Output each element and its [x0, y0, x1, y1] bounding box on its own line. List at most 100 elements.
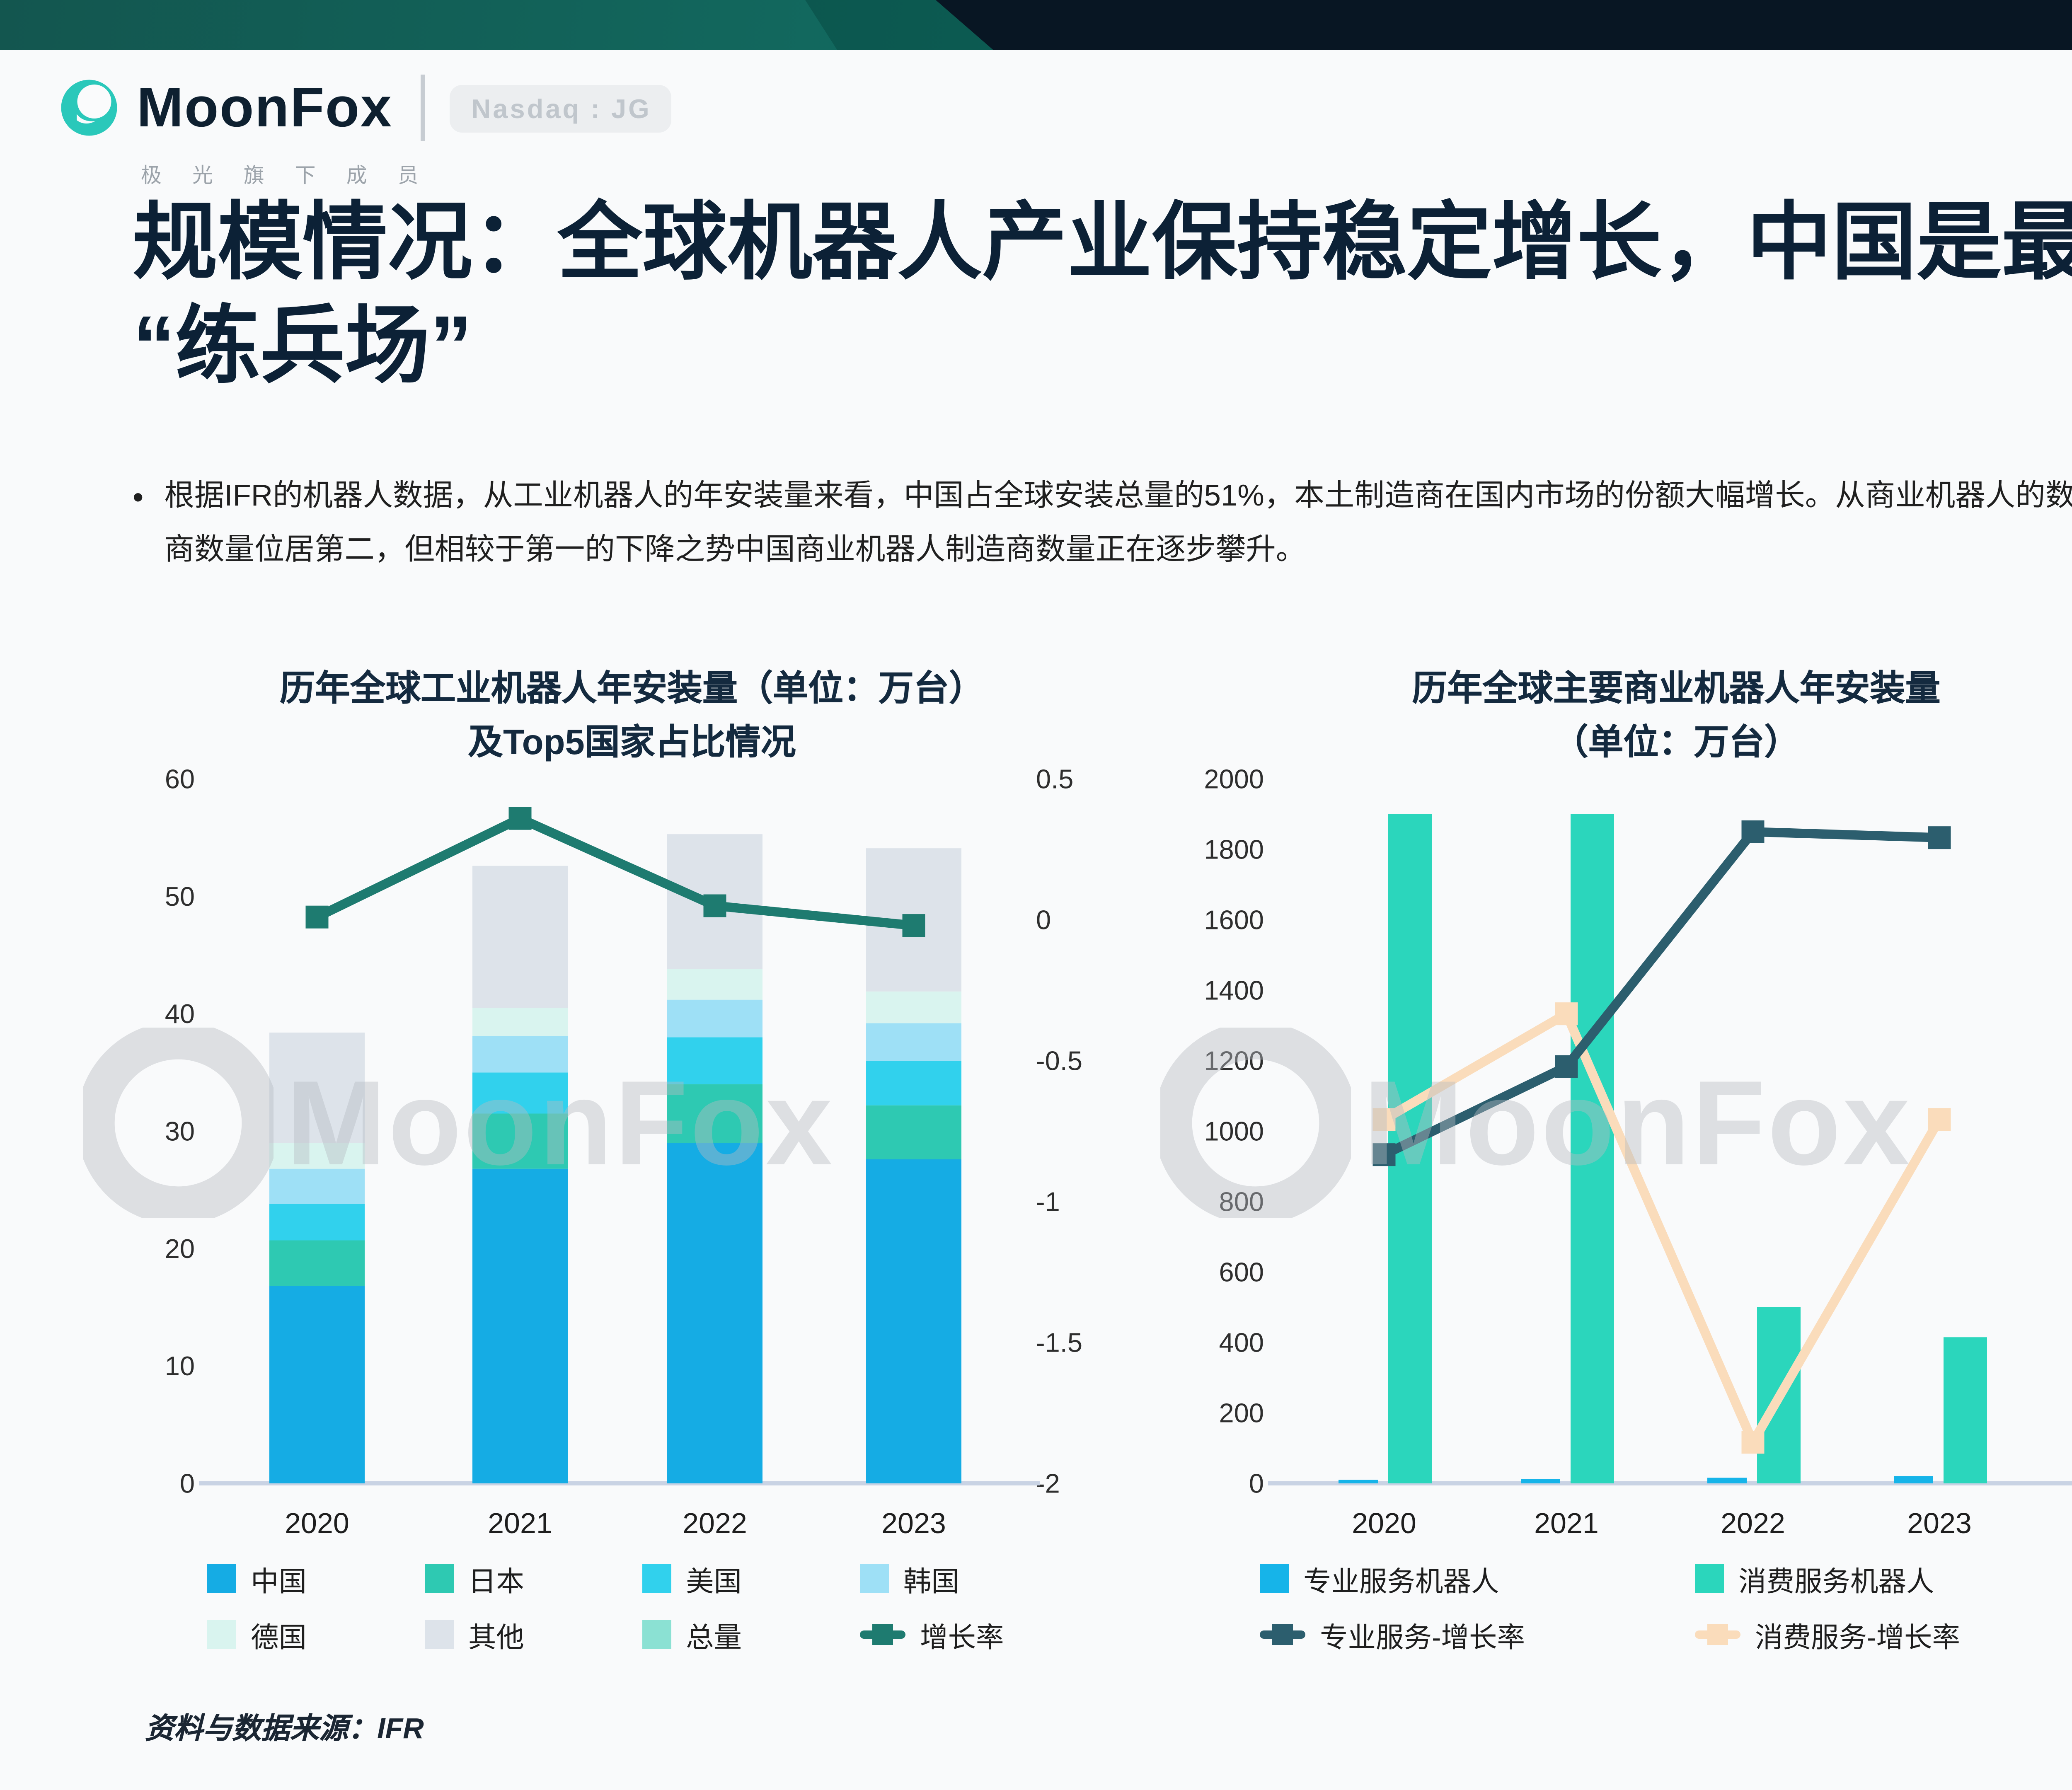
page-title: 规模情况：全球机器人产业保持稳定增长，中国是最大的 “练兵场” — [133, 191, 2072, 399]
bar-segment-韩国 — [269, 1168, 365, 1204]
legend-color-swatch — [642, 1620, 671, 1649]
commercial-install-chart-title: 历年全球主要商业机器人年安装量 （单位：万台） — [1198, 663, 2072, 769]
summary-bullet: • 根据IFR的机器人数据，从工业机器人的年安装量来看，中国占全球安装总量的51… — [133, 472, 2072, 579]
svg-text:20: 20 — [165, 1234, 195, 1264]
bar-专业服务机器人 — [1521, 1479, 1560, 1483]
legend-label: 韩国 — [903, 1566, 959, 1597]
legend-label: 总量 — [686, 1622, 742, 1653]
svg-text:60: 60 — [165, 764, 195, 794]
marker-专业服务-增长率 — [1372, 1143, 1396, 1166]
marker-消费服务-增长率 — [1555, 1002, 1578, 1026]
line-消费服务-增长率 — [1382, 1007, 1944, 1453]
svg-text:2022: 2022 — [683, 1507, 747, 1539]
svg-text:-1.5: -1.5 — [1036, 1328, 1082, 1358]
bar-segment-德国 — [866, 991, 961, 1023]
bar-segment-德国 — [472, 1008, 568, 1036]
svg-text:50: 50 — [165, 881, 195, 912]
legend-item-其他: 其他 — [425, 1614, 642, 1655]
industrial-chart-title: 历年全球工业机器人年安装量（单位：万台） 及Top5国家占比情况 — [137, 663, 1127, 769]
legend-label: 其他 — [468, 1622, 524, 1653]
legend-color-swatch — [860, 1564, 889, 1593]
bar-segment-中国 — [667, 1143, 762, 1483]
legend-label: 消费服务-增长率 — [1755, 1622, 1960, 1653]
legend-item-德国: 德国 — [207, 1614, 425, 1655]
svg-text:-1: -1 — [1036, 1187, 1060, 1217]
legend-line-swatch — [1260, 1621, 1305, 1648]
bar-segment-其他 — [472, 866, 568, 1008]
divider — [421, 75, 426, 141]
svg-text:800: 800 — [1219, 1187, 1264, 1217]
svg-text:40: 40 — [165, 999, 195, 1029]
legend-line-swatch — [1695, 1621, 1740, 1648]
bar-segment-其他 — [269, 1033, 365, 1143]
commercial-install-chart-title-line1: 历年全球主要商业机器人年安装量 — [1412, 669, 1941, 709]
top-accent-bar — [0, 0, 2072, 50]
industrial-chart-title-line2: 及Top5国家占比情况 — [468, 722, 796, 762]
bar-segment-美国 — [667, 1037, 762, 1084]
bar-专业服务机器人 — [1339, 1480, 1378, 1483]
legend-label: 日本 — [468, 1566, 524, 1597]
bar-专业服务机器人 — [1707, 1478, 1747, 1483]
legend-label: 中国 — [251, 1566, 307, 1597]
industrial-chart-title-line1: 历年全球工业机器人年安装量（单位：万台） — [280, 669, 984, 709]
svg-text:1800: 1800 — [1204, 835, 1264, 865]
legend-item-消费服务机器人: 消费服务机器人 — [1695, 1558, 2072, 1599]
legend-item-增长率: 增长率 — [860, 1614, 1077, 1655]
svg-text:1600: 1600 — [1204, 905, 1264, 935]
commercial-robot-installations-chart: 20001800160014001200100080060040020000.4… — [1204, 764, 2072, 1539]
bar-segment-德国 — [667, 969, 762, 1000]
line-专业服务-增长率 — [1382, 827, 1940, 1159]
svg-text:30: 30 — [165, 1116, 195, 1147]
svg-text:2021: 2021 — [1534, 1507, 1599, 1539]
bar-segment-中国 — [472, 1168, 568, 1483]
page-title-line1: 规模情况：全球机器人产业保持稳定增长，中国是最大的 — [133, 195, 2072, 290]
svg-text:2023: 2023 — [881, 1507, 946, 1539]
industrial-chart-legend: 中国 日本 美国 韩国德国 其他 总量 增长率 — [207, 1558, 1077, 1655]
legend-item-总量: 总量 — [642, 1614, 860, 1655]
marker-消费服务-增长率 — [1372, 1108, 1396, 1131]
svg-text:0: 0 — [1036, 905, 1051, 935]
marker-增长率 — [305, 905, 329, 929]
marker-消费服务-增长率 — [1741, 1431, 1765, 1454]
bar-segment-美国 — [866, 1061, 961, 1105]
marker-增长率 — [703, 894, 726, 917]
brand-tagline: 极 光 旗 下 成 员 — [141, 166, 431, 189]
bar-消费服务机器人 — [1571, 814, 1614, 1483]
moonfox-logo-icon — [61, 80, 117, 136]
legend-item-消费服务-增长率: 消费服务-增长率 — [1695, 1614, 2072, 1655]
bar-segment-日本 — [472, 1113, 568, 1169]
legend-color-swatch — [207, 1620, 236, 1649]
legend-item-美国: 美国 — [642, 1558, 860, 1599]
bar-segment-德国 — [269, 1143, 365, 1169]
legend-label: 德国 — [251, 1622, 307, 1653]
legend-label: 专业服务机器人 — [1303, 1566, 1499, 1597]
legend-item-日本: 日本 — [425, 1558, 642, 1599]
legend-color-swatch — [425, 1564, 454, 1593]
bar-segment-日本 — [269, 1240, 365, 1286]
bar-segment-日本 — [667, 1084, 762, 1143]
bar-segment-中国 — [269, 1286, 365, 1483]
commercial-chart-legend: 专业服务机器人 消费服务机器人专业服务-增长率 消费服务-增长率 — [1260, 1558, 2072, 1655]
legend-label: 美国 — [686, 1566, 742, 1597]
marker-专业服务-增长率 — [1741, 820, 1765, 843]
svg-text:400: 400 — [1219, 1328, 1264, 1358]
legend-item-专业服务-增长率: 专业服务-增长率 — [1260, 1614, 1695, 1655]
bullet-marker: • — [133, 481, 144, 516]
svg-text:0.5: 0.5 — [1036, 764, 1073, 794]
marker-消费服务-增长率 — [1928, 1108, 1951, 1131]
legend-label: 专业服务-增长率 — [1320, 1622, 1525, 1653]
bar-segment-韩国 — [866, 1023, 961, 1061]
bar-segment-中国 — [866, 1159, 961, 1483]
svg-text:200: 200 — [1219, 1398, 1264, 1428]
svg-text:1000: 1000 — [1204, 1116, 1264, 1147]
marker-增长率 — [902, 914, 925, 937]
legend-color-swatch — [207, 1564, 236, 1593]
bar-segment-美国 — [269, 1204, 365, 1241]
bullet-text: 根据IFR的机器人数据，从工业机器人的年安装量来看，中国占全球安装总量的51%，… — [164, 481, 2072, 567]
svg-text:2020: 2020 — [285, 1507, 349, 1539]
svg-text:2022: 2022 — [1721, 1507, 1785, 1539]
legend-line-swatch — [860, 1621, 905, 1648]
svg-text:0: 0 — [180, 1468, 195, 1499]
page-title-line2: “练兵场” — [133, 299, 472, 395]
marker-专业服务-增长率 — [1928, 826, 1951, 849]
